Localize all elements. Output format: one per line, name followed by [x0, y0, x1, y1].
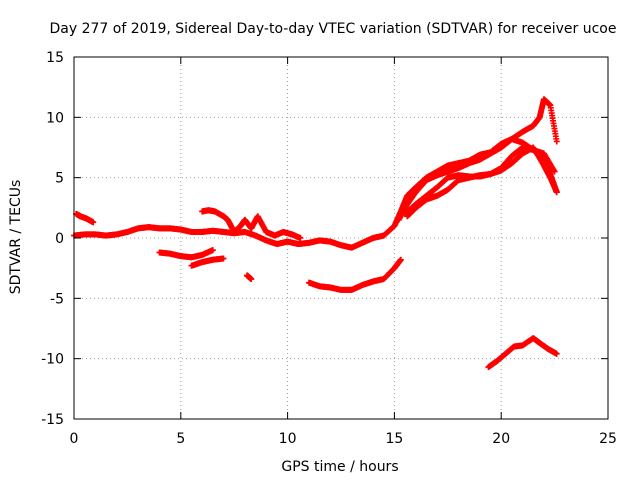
chart-title: Day 277 of 2019, Sidereal Day-to-day VTE… [50, 21, 617, 37]
axis-ticks: 0 5 10 15 20 25 -15 -10 -5 0 5 10 15 [41, 50, 617, 447]
data-point [553, 138, 560, 145]
y-tick-label: 5 [55, 171, 64, 187]
series-track-neg-mid [188, 255, 227, 269]
series-track-neg-short [244, 272, 255, 283]
x-tick-label: 5 [176, 431, 185, 447]
data-point [297, 235, 304, 241]
data-point [90, 219, 97, 226]
y-axis-title: SDTVAR / TECUs [8, 180, 24, 295]
x-tick-label: 10 [279, 431, 297, 447]
y-tick-label: -10 [41, 352, 64, 368]
grid-lines [74, 57, 608, 419]
series-track-upper [395, 96, 560, 223]
series-track-clump [199, 207, 304, 241]
data-point [209, 247, 216, 254]
y-tick-label: -15 [41, 412, 64, 428]
x-axis-title: GPS time / hours [281, 459, 398, 475]
x-tick-label: 15 [385, 431, 403, 447]
data-point [248, 276, 255, 283]
y-tick-label: 15 [46, 50, 64, 66]
series-track-early-high [73, 210, 97, 226]
x-tick-label: 20 [492, 431, 510, 447]
series-track-neg-late [485, 335, 560, 371]
y-tick-label: 0 [55, 231, 64, 247]
data-point [553, 189, 560, 196]
series-track-neg-arc [305, 256, 404, 293]
data-points [71, 96, 560, 371]
y-tick-label: 10 [46, 110, 64, 126]
data-point [220, 255, 227, 262]
x-tick-label: 25 [599, 431, 617, 447]
x-tick-label: 0 [70, 431, 79, 447]
y-tick-label: -5 [50, 291, 64, 307]
data-point [553, 350, 560, 357]
data-point [397, 256, 404, 263]
series-track-neg-early [156, 247, 216, 261]
data-point [551, 168, 558, 175]
series-track-lower [404, 144, 560, 220]
